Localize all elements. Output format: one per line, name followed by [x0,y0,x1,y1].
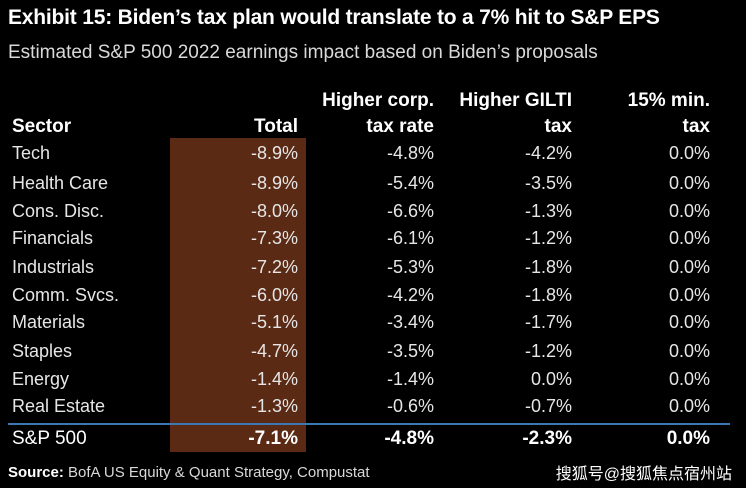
row-sector: Cons. Disc. [12,201,105,221]
row-corp: -6.1% [386,228,434,248]
row-corp: -4.2% [386,285,434,305]
row-sector: Tech [12,143,51,163]
row-corp: -0.6% [386,396,434,416]
row-total: -8.0% [250,201,298,221]
row-gilti: -1.2% [524,228,572,248]
row-gilti: -1.8% [524,257,572,277]
row-corp: -1.4% [386,369,434,389]
total-row: S&P 500 -7.1% -4.8% -2.3% 0.0% [0,428,746,456]
row-min: 0.0% [668,312,710,332]
row-gilti: -4.2% [524,143,572,163]
header-sector: Sector [12,116,72,137]
total-column-highlight [170,138,306,452]
total-min: 0.0% [666,428,710,449]
source-text: BofA US Equity & Quant Strategy, Compust… [68,464,370,481]
source-label: Source: [8,464,64,481]
row-gilti: -1.7% [524,312,572,332]
table-row: Real Estate -1.3% -0.6% -0.7% 0.0% [0,396,746,424]
row-sector: Materials [12,312,86,332]
row-gilti: 0.0% [530,369,572,389]
row-total: -5.1% [250,312,298,332]
header-min-line1: 15% min. [627,90,710,111]
row-total: -1.4% [250,369,298,389]
row-total: -4.7% [250,341,298,361]
row-corp: -6.6% [386,201,434,221]
row-min: 0.0% [668,257,710,277]
table-row: Industrials -7.2% -5.3% -1.8% 0.0% [0,257,746,285]
table-row: Cons. Disc. -8.0% -6.6% -1.3% 0.0% [0,201,746,229]
row-gilti: -0.7% [524,396,572,416]
table-row: Tech -8.9% -4.8% -4.2% 0.0% [0,143,746,171]
chart-title: Exhibit 15: Biden’s tax plan would trans… [8,6,660,29]
table-row: Health Care -8.9% -5.4% -3.5% 0.0% [0,173,746,201]
row-total: -7.3% [250,228,298,248]
header-min-line2: tax [682,116,710,137]
row-corp: -3.4% [386,312,434,332]
watermark: 搜狐号@搜狐焦点宿州站 [555,466,732,483]
row-sector: Health Care [12,173,109,193]
header-corp-line1: Higher corp. [322,90,434,111]
header-gilti-line2: tax [544,116,572,137]
row-gilti: -1.8% [524,285,572,305]
total-total: -7.1% [248,428,298,449]
row-min: 0.0% [668,369,710,389]
header-corp-line2: tax rate [366,116,434,137]
row-min: 0.0% [668,228,710,248]
row-min: 0.0% [668,341,710,361]
total-gilti: -2.3% [522,428,572,449]
row-corp: -3.5% [386,341,434,361]
total-sector: S&P 500 [12,428,87,449]
total-corp: -4.8% [384,428,434,449]
row-gilti: -3.5% [524,173,572,193]
row-total: -6.0% [250,285,298,305]
row-sector: Comm. Svcs. [12,285,120,305]
row-total: -8.9% [250,143,298,163]
table-row: Energy -1.4% -1.4% 0.0% 0.0% [0,369,746,397]
row-gilti: -1.3% [524,201,572,221]
table-row: Comm. Svcs. -6.0% -4.2% -1.8% 0.0% [0,285,746,313]
row-total: -7.2% [250,257,298,277]
row-sector: Real Estate [12,396,106,416]
row-sector: Staples [12,341,73,361]
source-note: Source: BofA US Equity & Quant Strategy,… [8,464,370,481]
row-sector: Industrials [12,257,95,277]
header-total: Total [254,116,298,137]
header-gilti-line1: Higher GILTI [459,90,572,111]
row-total: -1.3% [250,396,298,416]
table-row: Staples -4.7% -3.5% -1.2% 0.0% [0,341,746,369]
row-sector: Financials [12,228,94,248]
total-divider [8,423,730,425]
row-gilti: -1.2% [524,341,572,361]
row-min: 0.0% [668,285,710,305]
row-min: 0.0% [668,201,710,221]
row-min: 0.0% [668,396,710,416]
row-corp: -5.3% [386,257,434,277]
table-row: Financials -7.3% -6.1% -1.2% 0.0% [0,228,746,256]
table-row: Materials -5.1% -3.4% -1.7% 0.0% [0,312,746,340]
row-corp: -5.4% [386,173,434,193]
row-min: 0.0% [668,173,710,193]
row-sector: Energy [12,369,70,389]
row-total: -8.9% [250,173,298,193]
row-min: 0.0% [668,143,710,163]
chart-subtitle: Estimated S&P 500 2022 earnings impact b… [8,42,598,63]
row-corp: -4.8% [386,143,434,163]
